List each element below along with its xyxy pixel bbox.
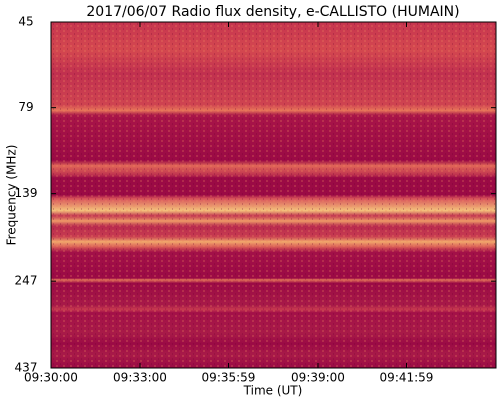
y-tick-label: 139: [15, 186, 38, 200]
y-tick-label: 437: [15, 361, 38, 375]
chart-title: 2017/06/07 Radio flux density, e-CALLIST…: [86, 4, 459, 20]
y-tick-label: 247: [15, 274, 38, 288]
y-tick-label: 79: [18, 100, 33, 114]
spectrogram-texture: [51, 22, 496, 368]
y-tick-label: 45: [18, 15, 33, 29]
x-tick-label: 09:33:00: [113, 371, 167, 385]
x-tick-label: 09:30:00: [24, 371, 78, 385]
x-tick-label: 09:39:00: [291, 371, 345, 385]
x-axis-label: Time (UT): [243, 384, 303, 398]
x-tick-label: 09:41:59: [380, 371, 434, 385]
x-tick-label: 09:35:59: [202, 371, 256, 385]
plot-frame: [50, 21, 497, 369]
y-axis-label: Frequency (MHz): [5, 145, 19, 246]
